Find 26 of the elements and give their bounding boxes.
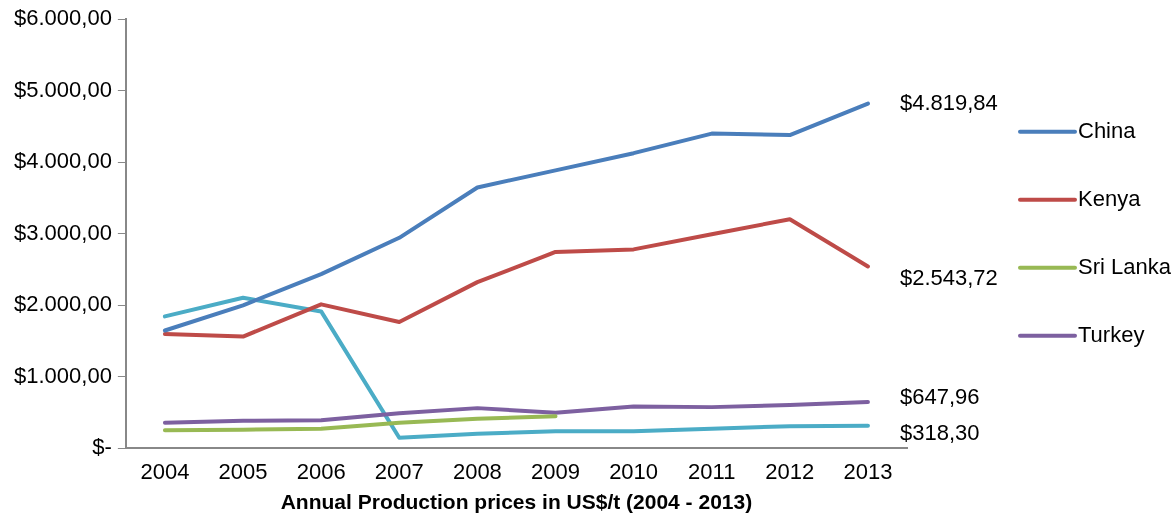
x-tick-label: 2012: [765, 458, 815, 484]
y-tick-label: $5.000,00: [14, 76, 112, 102]
x-axis-title: Annual Production prices in US$/t (2004 - 2013): [280, 490, 753, 514]
data-label: $2.543,72: [899, 264, 998, 290]
data-label: $647,96: [899, 384, 980, 410]
x-tick-label: 2013: [843, 458, 893, 484]
y-tick-label: $2.000,00: [14, 291, 112, 317]
y-tick-label: $-: [92, 434, 112, 460]
y-tick-label: $6.000,00: [14, 5, 112, 31]
x-tick-label: 2007: [374, 458, 424, 484]
data-label: $4.819,84: [899, 89, 998, 115]
y-tick-label: $1.000,00: [14, 362, 112, 388]
x-tick-label: 2011: [688, 458, 736, 484]
legend-label: China: [1078, 117, 1137, 143]
x-tick-label: 2009: [531, 458, 580, 484]
y-tick-label: $3.000,00: [14, 219, 112, 245]
x-tick-label: 2006: [296, 458, 346, 484]
legend-label: Kenya: [1078, 185, 1142, 211]
y-tick-label: $4.000,00: [14, 148, 112, 174]
x-tick-label: 2008: [452, 458, 502, 484]
x-tick-label: 2005: [218, 458, 268, 484]
x-tick-label: 2010: [609, 458, 659, 484]
legend-label: Turkey: [1078, 321, 1145, 347]
x-tick-label: 2004: [140, 458, 190, 484]
data-label: $318,30: [899, 419, 980, 445]
legend-label: Sri Lanka: [1078, 253, 1171, 279]
